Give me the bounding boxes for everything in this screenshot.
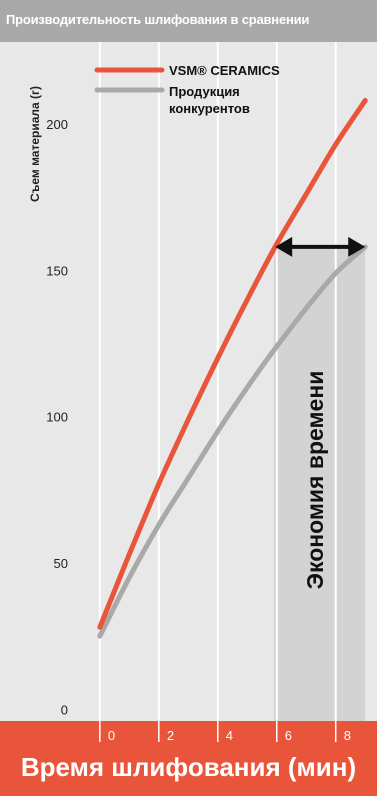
y-tick-label-0: 0 xyxy=(61,702,68,717)
x-tick-label-2: 4 xyxy=(226,728,233,743)
x-tick-label-1: 2 xyxy=(167,728,174,743)
x-axis-band xyxy=(0,721,377,796)
y-axis-title: Съем материала (г) xyxy=(28,86,42,202)
title-bar: Производительность шлифования в сравнени… xyxy=(0,0,377,42)
y-tick-label-1: 50 xyxy=(54,556,68,571)
y-tick-label-4: 200 xyxy=(46,117,68,132)
x-tick-label-0: 0 xyxy=(108,728,115,743)
y-tick-label-3: 150 xyxy=(46,263,68,278)
legend-label-competitors: Продукция конкурентов xyxy=(169,84,250,116)
x-axis-title: Время шлифования (мин) xyxy=(20,752,357,782)
double-arrow-icon xyxy=(275,236,366,257)
time-savings-band xyxy=(273,246,366,721)
x-tick-label-3: 6 xyxy=(285,728,292,743)
chart-title: Производительность шлифования в сравнени… xyxy=(6,12,310,27)
arrow-head-right xyxy=(348,236,366,257)
y-tick-label-2: 100 xyxy=(46,410,68,425)
series-line-competitors xyxy=(97,244,368,639)
x-tick-label-4: 8 xyxy=(344,728,351,743)
series-line-vsm-ceramics xyxy=(97,98,368,630)
annotation-time-savings: Экономия времени xyxy=(302,371,328,590)
arrow-head-left xyxy=(275,236,293,257)
legend-label-vsm: VSM® CERAMICS xyxy=(169,63,280,78)
